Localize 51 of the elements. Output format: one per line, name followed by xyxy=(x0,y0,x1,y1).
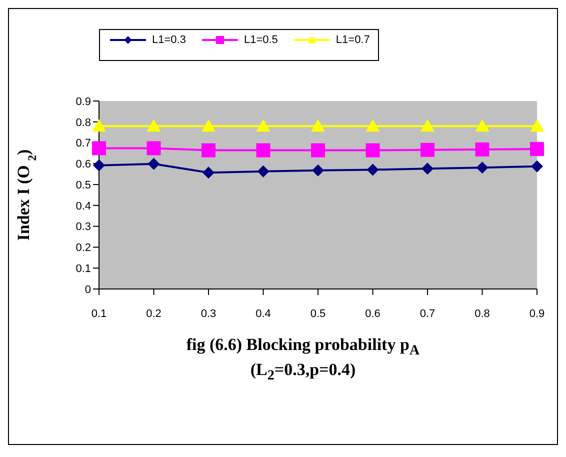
x-tick-label: 0.2 xyxy=(146,308,162,320)
y-tick-label: 0 xyxy=(84,284,91,296)
point xyxy=(92,141,106,156)
point xyxy=(475,119,490,132)
point xyxy=(202,166,214,179)
point xyxy=(420,119,434,132)
point xyxy=(148,158,160,170)
text: (L$_{2}$=0.3,p=0.4) xyxy=(249,360,357,386)
point xyxy=(366,119,380,132)
y-tick-label: 0.4 xyxy=(76,200,91,212)
point xyxy=(93,159,105,172)
point xyxy=(366,143,380,158)
point xyxy=(531,160,543,172)
point xyxy=(475,142,490,156)
point xyxy=(257,165,270,178)
point xyxy=(146,141,161,156)
point xyxy=(256,119,270,132)
x-tick-label: 0.1 xyxy=(91,308,107,320)
x-tick-label: 0.6 xyxy=(365,308,380,320)
point xyxy=(476,162,488,174)
legend-label: L1=0.7 xyxy=(336,34,370,46)
y-tick-label: 0.8 xyxy=(76,116,91,129)
text: fig (6.6) Blocking probability p$_{A}$ xyxy=(185,335,421,360)
point xyxy=(530,142,544,156)
x-tick-label: 0.7 xyxy=(420,308,436,320)
x-tick-label: 0.3 xyxy=(200,308,216,320)
y-tick-label: 0.1 xyxy=(76,263,91,276)
x-tick-label: 0.9 xyxy=(529,308,545,320)
x-tick-label: 0.4 xyxy=(256,308,271,320)
x-tick-label: 0.8 xyxy=(474,308,490,320)
point xyxy=(530,119,544,132)
point xyxy=(422,162,434,175)
point xyxy=(312,164,324,176)
y-tick-label: 0.9 xyxy=(76,96,91,108)
point xyxy=(256,143,270,158)
point xyxy=(146,119,161,132)
point xyxy=(92,119,106,132)
point xyxy=(420,142,434,157)
y-tick-label: 0.5 xyxy=(76,179,91,192)
y-tick-label: 0.7 xyxy=(76,138,91,150)
point xyxy=(311,143,325,158)
legend-label: L1=0.3 xyxy=(152,34,186,46)
point xyxy=(202,143,216,158)
legend-label: L1=0.5 xyxy=(244,34,278,46)
y-tick-label: 0.2 xyxy=(76,242,91,254)
point xyxy=(311,119,325,132)
point xyxy=(366,164,379,176)
point xyxy=(202,119,216,132)
x-tick-label: 0.5 xyxy=(310,308,326,320)
y-tick-label: 0.3 xyxy=(76,221,91,234)
y-tick-label: 0.6 xyxy=(76,158,91,171)
